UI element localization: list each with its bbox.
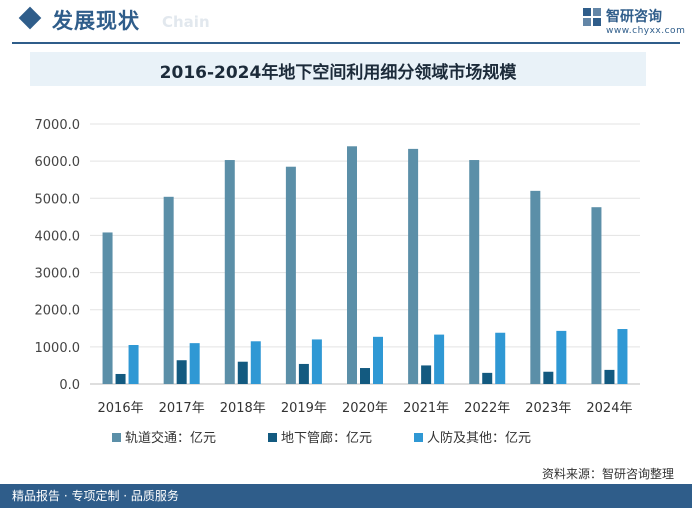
- bar: [421, 365, 432, 384]
- x-tick-label: 2016年: [98, 401, 144, 416]
- source-note: 资料来源：智研咨询整理: [541, 467, 674, 481]
- y-tick-label: 4000.0: [35, 229, 81, 244]
- bar: [102, 232, 113, 384]
- bar: [469, 160, 480, 384]
- y-tick-label: 6000.0: [35, 155, 81, 170]
- bar: [189, 343, 200, 384]
- bar: [128, 345, 139, 384]
- legend-label: 轨道交通：亿元: [125, 430, 216, 446]
- legend-label: 人防及其他：亿元: [427, 430, 531, 446]
- brand-logo-icon: [583, 8, 601, 26]
- bar: [530, 190, 541, 384]
- chart-title: 2016-2024年地下空间利用细分领域市场规模: [159, 63, 517, 83]
- x-tick-label: 2017年: [159, 401, 205, 416]
- bar: [617, 329, 628, 384]
- x-tick-label: 2021年: [403, 401, 449, 416]
- x-tick-label: 2020年: [342, 401, 388, 416]
- bar: [434, 334, 445, 384]
- bar: [495, 332, 506, 384]
- x-tick-label: 2019年: [281, 401, 327, 416]
- header: 发展现状 Chain 智研咨询 www.chyxx.com: [0, 0, 692, 44]
- footer-bar: 精品报告 · 专项定制 · 品质服务: [0, 484, 692, 508]
- legend-swatch: [112, 433, 121, 442]
- x-tick-label: 2018年: [220, 401, 266, 416]
- y-tick-label: 5000.0: [35, 192, 81, 207]
- footer-tagline: 精品报告 · 专项定制 · 品质服务: [12, 489, 179, 503]
- bar: [604, 369, 615, 384]
- bar: [298, 363, 309, 384]
- x-tick-label: 2023年: [525, 401, 571, 416]
- bar: [360, 368, 370, 384]
- bar: [176, 360, 187, 384]
- bar: [163, 196, 174, 384]
- legend-swatch: [414, 433, 423, 442]
- x-tick-label: 2024年: [586, 401, 632, 416]
- bar: [408, 148, 419, 384]
- bar: [285, 166, 296, 384]
- legend-swatch: [268, 433, 277, 442]
- bar: [543, 371, 554, 384]
- legend-label: 地下管廊：亿元: [281, 430, 372, 446]
- y-tick-label: 1000.0: [35, 341, 81, 356]
- brand-name: 智研咨询: [606, 9, 662, 25]
- y-tick-label: 3000.0: [35, 267, 81, 282]
- y-tick-label: 7000.0: [35, 118, 81, 133]
- bar: [591, 207, 602, 384]
- bar: [115, 373, 126, 384]
- header-divider: [12, 42, 680, 44]
- brand-url: www.chyxx.com: [606, 26, 686, 36]
- y-tick-label: 0.0: [59, 378, 80, 393]
- brand: 智研咨询 www.chyxx.com: [582, 6, 685, 40]
- x-tick-label: 2022年: [464, 401, 510, 416]
- section-subtitle: Chain: [162, 13, 210, 31]
- section-title: 发展现状: [52, 9, 140, 33]
- bar: [347, 146, 357, 384]
- bar: [237, 361, 248, 384]
- bar: [373, 336, 383, 384]
- bar: [556, 330, 567, 384]
- y-tick-label: 2000.0: [35, 304, 81, 319]
- bar: [250, 341, 261, 384]
- bar: [482, 372, 493, 384]
- chart-title-band: 2016-2024年地下空间利用细分领域市场规模: [30, 52, 646, 86]
- bar: [311, 339, 322, 384]
- bar: [224, 160, 235, 384]
